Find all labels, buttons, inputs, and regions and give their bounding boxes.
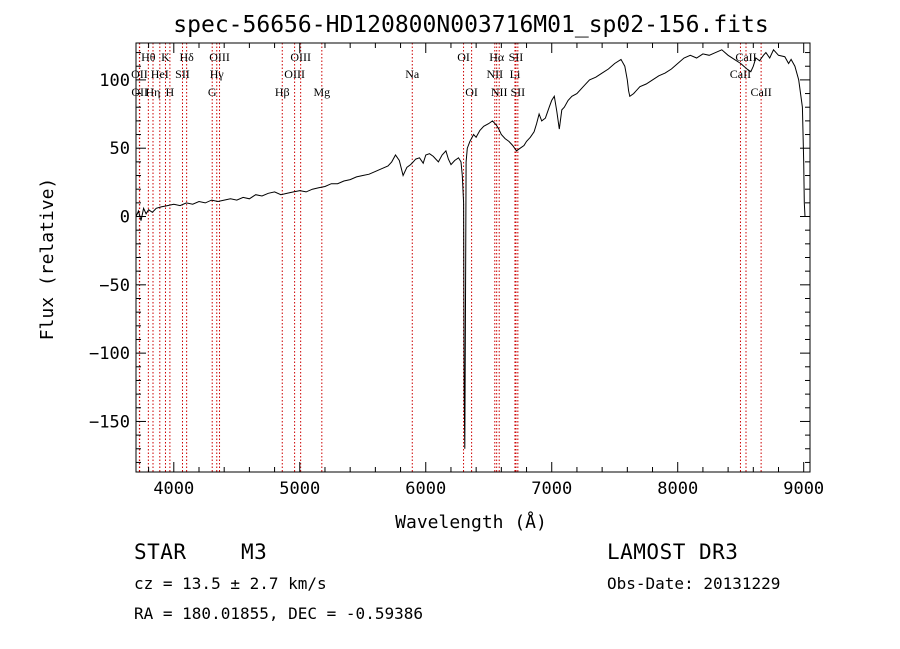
marker-label: Mg [313, 85, 330, 99]
y-axis-label: Flux (relative) [37, 178, 58, 341]
y-tick-label: −100 [89, 344, 130, 364]
object-subclass: M3 [241, 540, 268, 564]
marker-label: NII [486, 67, 503, 81]
marker-label: CaII [750, 85, 771, 99]
marker-label: CaII [730, 67, 751, 81]
emission-line-markers [138, 43, 762, 472]
y-tick-label: 100 [99, 71, 130, 91]
marker-label: OIII [290, 50, 311, 64]
y-axis-ticks: −150 −100 −50 0 50 100 [89, 52, 810, 463]
chart-title: spec-56656-HD120800N003716M01_sp02-156.f… [173, 12, 768, 38]
marker-label: Hη [146, 85, 161, 99]
x-tick-label: 7000 [531, 479, 572, 499]
marker-label: SII [511, 85, 526, 99]
marker-label: Hγ [210, 67, 225, 81]
y-tick-label: 50 [110, 139, 130, 159]
marker-label: HeI [151, 67, 169, 81]
marker-label: Hα [489, 50, 505, 64]
spectrum-line [135, 48, 806, 449]
coordinates-text: RA = 180.01855, DEC = -0.59386 [134, 604, 423, 623]
marker-label: Na [405, 67, 420, 81]
redshift-text: cz = 13.5 ± 2.7 km/s [134, 574, 327, 593]
marker-label: Li [510, 67, 521, 81]
x-tick-label: 5000 [279, 479, 320, 499]
marker-label: Hδ [179, 50, 194, 64]
x-tick-label: 6000 [405, 479, 446, 499]
y-tick-label: −50 [99, 276, 130, 296]
plot-frame [135, 42, 811, 473]
marker-label: K [161, 50, 170, 64]
y-tick-label: 0 [120, 208, 130, 228]
x-tick-label: 8000 [657, 479, 698, 499]
marker-label: SII [175, 67, 190, 81]
x-axis-label: Wavelength (Å) [395, 511, 547, 533]
marker-label: SII [509, 50, 524, 64]
marker-label: OI [465, 85, 478, 99]
obs-date-text: Obs-Date: 20131229 [607, 574, 781, 593]
marker-label: H [166, 85, 175, 99]
marker-label: CaII [735, 50, 756, 64]
marker-label: OIII [209, 50, 230, 64]
x-tick-label: 9000 [783, 479, 824, 499]
marker-label: OI [457, 50, 470, 64]
marker-label: Hθ [141, 50, 156, 64]
x-tick-label: 4000 [153, 479, 194, 499]
marker-label: OIII [284, 67, 305, 81]
marker-label: NII [491, 85, 508, 99]
marker-label: Hβ [275, 85, 290, 99]
y-tick-label: −150 [89, 412, 130, 432]
marker-label: OII [131, 67, 148, 81]
marker-label: OII [131, 85, 148, 99]
marker-label: G [208, 85, 217, 99]
spectrum-chart: spec-56656-HD120800N003716M01_sp02-156.f… [37, 12, 824, 533]
x-axis-ticks: 4000 5000 6000 7000 8000 9000 [148, 43, 824, 499]
object-class: STAR [134, 540, 187, 564]
survey-name: LAMOST DR3 [607, 540, 739, 564]
